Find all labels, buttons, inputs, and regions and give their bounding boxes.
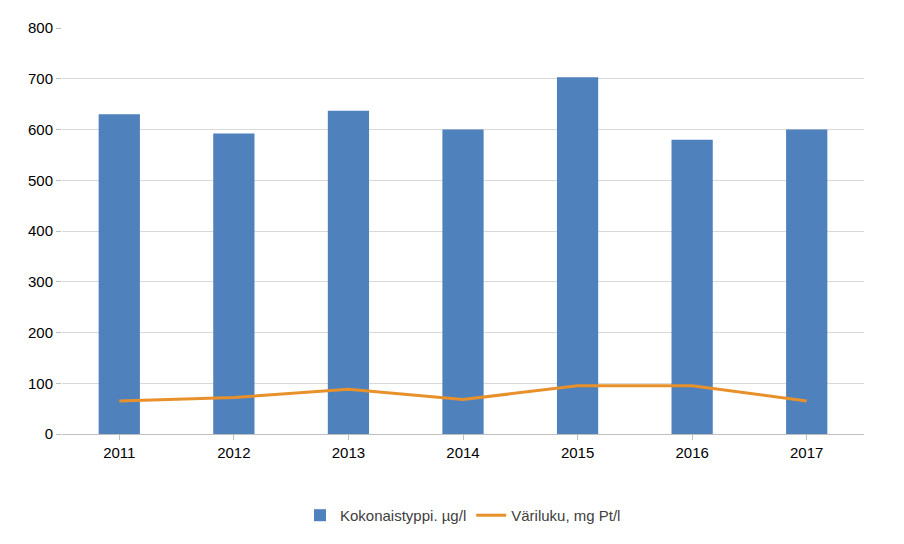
svg-text:2017: 2017: [790, 444, 823, 461]
svg-text:Väriluku, mg Pt/l: Väriluku, mg Pt/l: [511, 507, 620, 524]
svg-text:800: 800: [28, 19, 53, 36]
svg-text:2016: 2016: [675, 444, 708, 461]
svg-text:2015: 2015: [561, 444, 594, 461]
svg-text:400: 400: [28, 222, 53, 239]
svg-text:700: 700: [28, 70, 53, 87]
svg-text:300: 300: [28, 273, 53, 290]
svg-text:0: 0: [45, 425, 53, 442]
svg-text:200: 200: [28, 324, 53, 341]
svg-text:2012: 2012: [217, 444, 250, 461]
svg-text:Kokonaistyppi. µg/l: Kokonaistyppi. µg/l: [340, 507, 466, 524]
svg-text:100: 100: [28, 375, 53, 392]
svg-text:2013: 2013: [332, 444, 365, 461]
svg-text:2014: 2014: [446, 444, 479, 461]
svg-text:2011: 2011: [103, 444, 135, 461]
svg-text:600: 600: [28, 121, 53, 138]
svg-text:500: 500: [28, 172, 53, 189]
